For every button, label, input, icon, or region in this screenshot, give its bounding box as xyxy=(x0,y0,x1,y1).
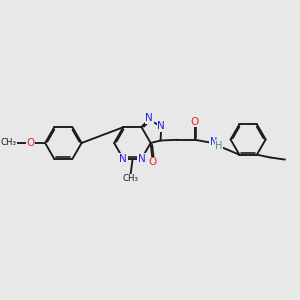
Text: O: O xyxy=(148,157,157,167)
Text: CH₃: CH₃ xyxy=(1,139,17,148)
Text: O: O xyxy=(26,138,34,148)
Text: H: H xyxy=(215,141,223,151)
Text: N: N xyxy=(138,154,146,164)
Text: N: N xyxy=(119,154,127,164)
Text: N: N xyxy=(146,113,153,124)
Text: O: O xyxy=(191,117,199,127)
Text: CH₃: CH₃ xyxy=(123,174,139,183)
Text: N: N xyxy=(210,137,217,147)
Text: N: N xyxy=(158,121,165,131)
